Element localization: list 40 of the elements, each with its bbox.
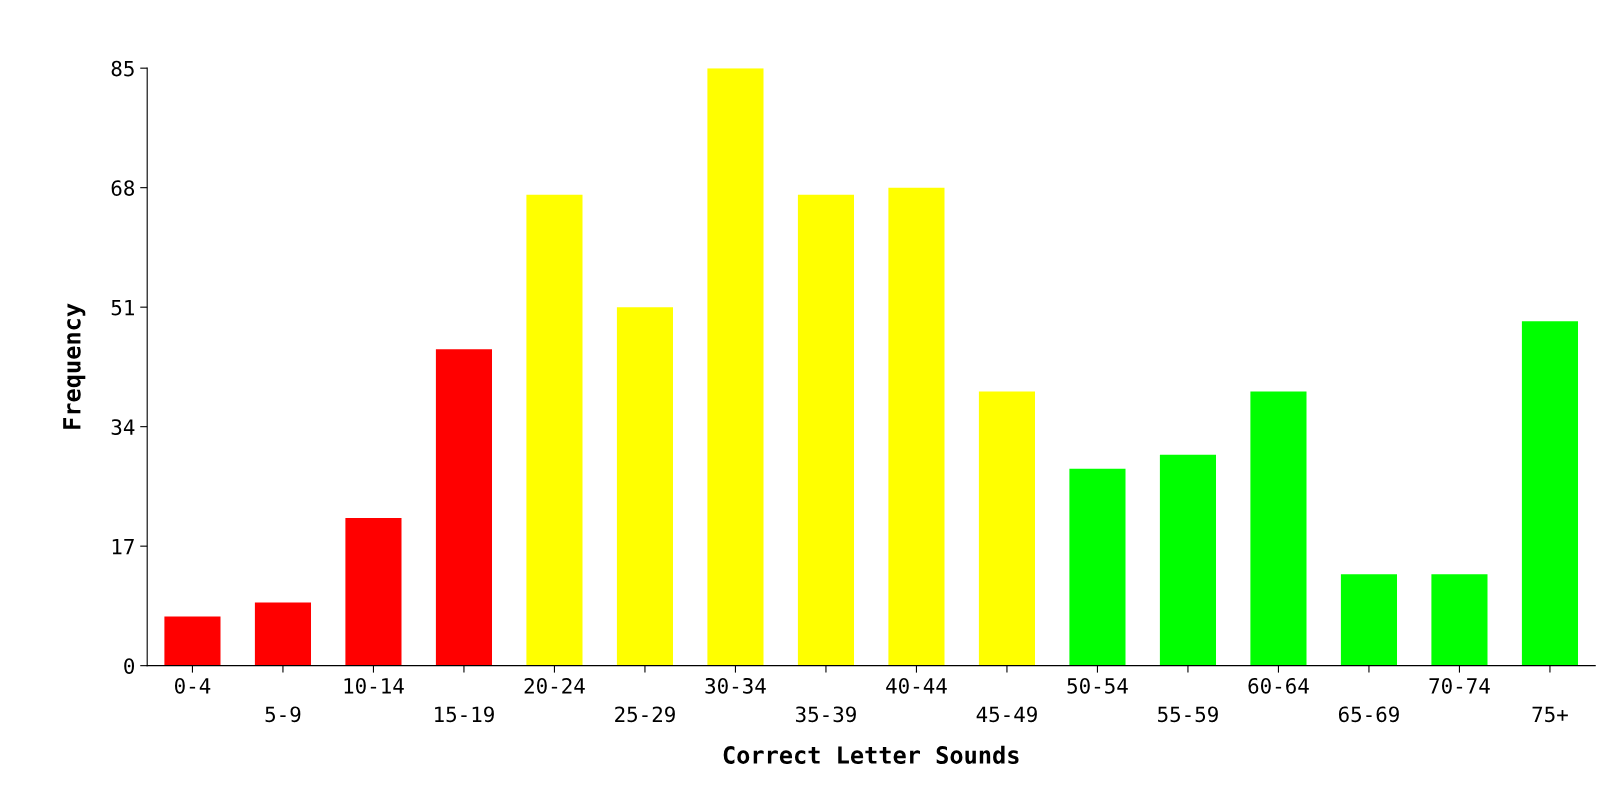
bar <box>526 194 583 666</box>
x-tick-label: 55-59 <box>1158 706 1218 723</box>
x-tick-label: 25-29 <box>615 706 675 723</box>
x-tick-label: 65-69 <box>1338 706 1399 723</box>
y-axis-title: Frequency <box>63 303 86 429</box>
y-tick-label: 68 <box>111 180 135 196</box>
x-tick-label: 15-19 <box>435 706 494 723</box>
bar <box>164 616 221 666</box>
bar <box>707 68 764 666</box>
bar <box>888 187 945 666</box>
bar <box>254 602 312 666</box>
y-tick-label: 17 <box>112 538 134 555</box>
x-tick-label: 20-24 <box>524 677 585 694</box>
bar <box>797 194 854 666</box>
bar <box>978 391 1035 666</box>
bar <box>616 307 674 666</box>
x-tick-label: 30-34 <box>705 677 766 694</box>
x-tick-label: 45-49 <box>976 706 1037 723</box>
x-tick-label: 40-44 <box>886 677 947 694</box>
y-tick-label: 34 <box>111 419 135 435</box>
bar <box>1521 321 1578 666</box>
x-tick-label: 50-54 <box>1067 677 1128 694</box>
x-tick-label: 70-74 <box>1429 677 1490 694</box>
x-tick-label: 75+ <box>1532 706 1568 723</box>
x-axis-title: Correct Letter Sounds <box>723 745 1019 764</box>
bar <box>345 518 402 666</box>
x-tick-label: 5-9 <box>265 706 301 723</box>
bar <box>1250 391 1307 666</box>
x-tick-label: 0-4 <box>174 677 211 694</box>
bar <box>1340 574 1397 666</box>
y-tick-label: 0 <box>124 658 135 674</box>
y-tick-label: 85 <box>111 60 134 77</box>
y-tick-label: 51 <box>111 299 134 316</box>
x-tick-label: 10-14 <box>344 677 404 694</box>
x-tick-label: 35-39 <box>795 706 856 723</box>
bar <box>435 349 493 666</box>
bar <box>1159 454 1216 666</box>
bar <box>1431 574 1488 666</box>
x-tick-label: 60-64 <box>1248 677 1309 694</box>
bar <box>1069 468 1126 666</box>
